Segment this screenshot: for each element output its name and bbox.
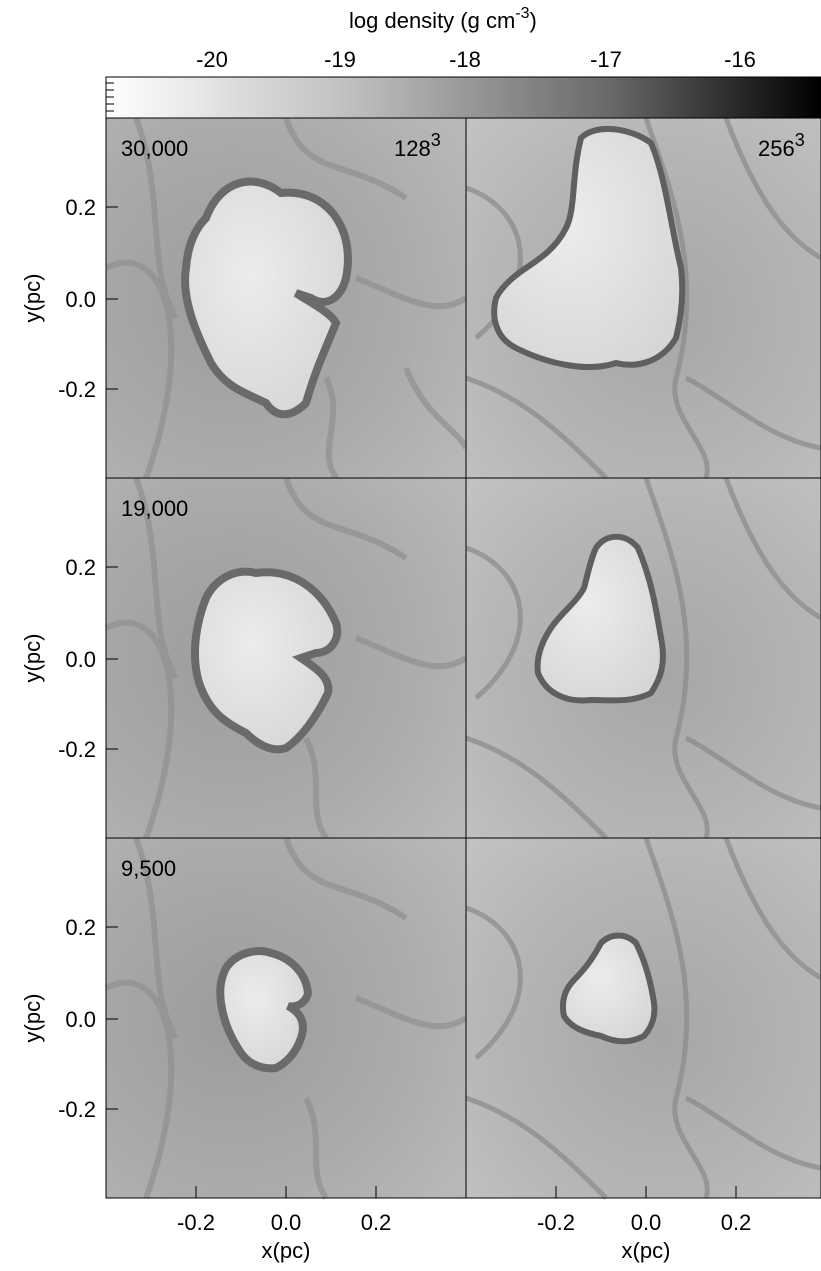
resolution-label: 2563: [758, 130, 805, 161]
x-tick: 0.2: [361, 1210, 392, 1235]
resolution-label: 1283: [394, 130, 441, 161]
y-tick: 0.0: [65, 287, 96, 312]
x-tick: -0.2: [177, 1210, 215, 1235]
y-tick: 0.0: [65, 1007, 96, 1032]
x-tick: 0.0: [271, 1210, 302, 1235]
panel-row2-right: [465, 477, 821, 840]
bubble-shell: [491, 125, 686, 371]
colorbar-label: log density (g cm-3): [349, 5, 537, 33]
y-tick: -0.2: [58, 737, 96, 762]
x-tick-labels: -0.2 0.0 0.2 -0.2 0.0 0.2: [177, 1210, 751, 1235]
time-label: 19,000: [121, 496, 188, 521]
x-tick: 0.2: [721, 1210, 752, 1235]
bubble-shell: [181, 177, 352, 419]
colorbar-tick: -16: [724, 47, 756, 72]
y-tick: 0.2: [65, 915, 96, 940]
y-axis-label: y(pc): [20, 994, 45, 1043]
colorbar-minor-ticks: [106, 82, 114, 112]
y-tick: -0.2: [58, 1097, 96, 1122]
y-axis-label: y(pc): [20, 274, 45, 323]
x-tick: -0.2: [537, 1210, 575, 1235]
y-tick: 0.0: [65, 647, 96, 672]
y-axis-label: y(pc): [20, 634, 45, 683]
panel-row3-right: [465, 837, 821, 1200]
colorbar-gradient: [105, 76, 821, 119]
x-axis-label: x(pc): [622, 1238, 671, 1263]
panel-row1-right: 2563: [465, 117, 821, 480]
panel-row3-left: 9,500: [104, 836, 468, 1200]
bubble-shell: [559, 932, 658, 1045]
y-tick: -0.2: [58, 377, 96, 402]
y-tick: 0.2: [65, 555, 96, 580]
colorbar-tick: -20: [196, 47, 228, 72]
colorbar-tick: -17: [590, 47, 622, 72]
y-tick: 0.2: [65, 195, 96, 220]
y-tick-labels: 0.2 0.0 -0.2 0.2 0.0 -0.2 0.2 0.0 -0.2: [58, 195, 96, 1122]
panel-borders: [105, 117, 821, 1199]
bubble-shell: [190, 567, 342, 754]
colorbar-tick: -19: [324, 47, 356, 72]
time-label: 9,500: [121, 856, 176, 881]
x-tick: 0.0: [631, 1210, 662, 1235]
bubble-shell: [216, 947, 313, 1073]
colorbar: log density (g cm-3) -20 -19 -18 -17 -16: [105, 5, 821, 119]
panel-row1-left: 30,000 1283: [106, 118, 466, 478]
colorbar-tick: -18: [449, 47, 481, 72]
panel-row2-left: 19,000: [104, 476, 468, 840]
bubble-shell: [534, 533, 666, 704]
axis-ticks: [106, 206, 737, 1198]
x-axis-label: x(pc): [262, 1238, 311, 1263]
time-label: 30,000: [121, 136, 188, 161]
